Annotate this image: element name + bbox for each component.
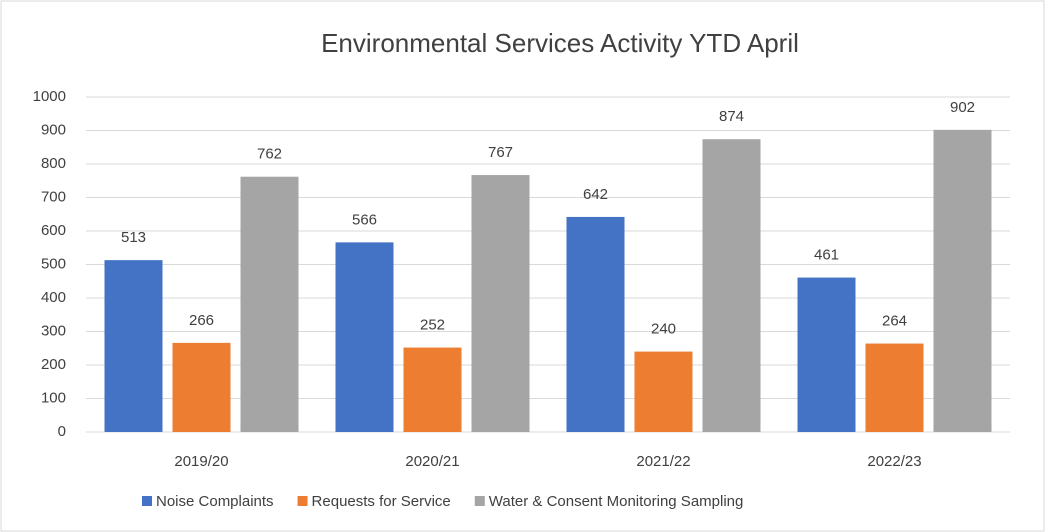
data-label: 240 xyxy=(651,321,676,338)
x-tick-label: 2019/20 xyxy=(174,453,228,470)
bar xyxy=(702,139,761,432)
chart-title: Environmental Services Activity YTD Apri… xyxy=(321,28,799,58)
data-label: 252 xyxy=(420,317,445,334)
bar xyxy=(172,342,231,432)
data-label: 513 xyxy=(121,229,146,246)
legend-label: Noise Complaints xyxy=(156,493,274,510)
data-label: 767 xyxy=(488,144,513,161)
y-tick-label: 300 xyxy=(41,322,66,339)
bar xyxy=(240,176,299,432)
data-label: 264 xyxy=(882,313,907,330)
legend-label: Requests for Service xyxy=(312,493,451,510)
bar xyxy=(634,351,693,432)
y-tick-label: 800 xyxy=(41,155,66,172)
x-tick-label: 2020/21 xyxy=(405,453,459,470)
legend-swatch xyxy=(474,496,485,506)
bar xyxy=(104,260,163,432)
y-tick-label: 900 xyxy=(41,121,66,138)
data-label: 461 xyxy=(814,247,839,264)
bar xyxy=(933,129,992,432)
legend-label: Water & Consent Monitoring Sampling xyxy=(489,493,744,510)
data-label: 566 xyxy=(352,211,377,228)
y-tick-label: 100 xyxy=(41,389,66,406)
legend-swatch xyxy=(297,496,308,506)
data-label: 902 xyxy=(950,99,975,116)
y-tick-label: 200 xyxy=(41,356,66,373)
data-label: 874 xyxy=(719,108,744,125)
y-tick-label: 600 xyxy=(41,222,66,239)
y-tick-label: 0 xyxy=(58,423,66,440)
bar xyxy=(471,175,530,432)
legend-swatch xyxy=(142,496,152,506)
bar xyxy=(865,343,924,432)
data-label: 762 xyxy=(257,146,282,163)
bar xyxy=(403,347,462,432)
bar xyxy=(566,216,625,432)
y-tick-label: 400 xyxy=(41,289,66,306)
y-tick-label: 500 xyxy=(41,255,66,272)
data-label: 266 xyxy=(189,312,214,329)
x-tick-label: 2021/22 xyxy=(636,453,690,470)
y-tick-label: 700 xyxy=(41,188,66,205)
x-tick-label: 2022/23 xyxy=(867,453,921,470)
y-tick-label: 1000 xyxy=(33,88,66,105)
bar xyxy=(335,242,394,432)
data-label: 642 xyxy=(583,186,608,203)
bar xyxy=(797,277,856,432)
